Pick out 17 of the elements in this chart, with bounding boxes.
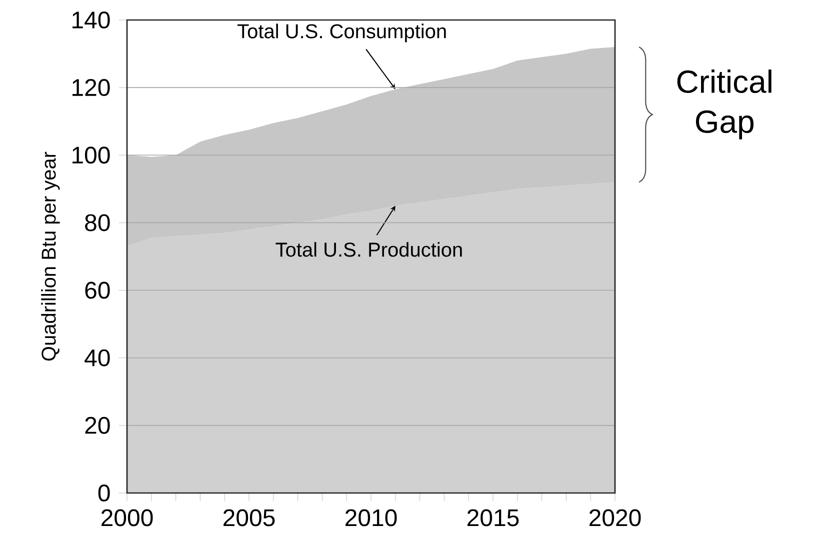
text: Critical Gap bbox=[677, 70, 772, 140]
x-tick-label: 2020 bbox=[590, 509, 641, 526]
y-tick-label: 120 bbox=[72, 79, 110, 96]
y-tick-label: 80 bbox=[85, 214, 110, 232]
x-tick-label: 2015 bbox=[468, 509, 519, 526]
annotation: Total U.S. Production bbox=[276, 242, 462, 257]
y-tick-label: 100 bbox=[72, 146, 110, 164]
y-tick-label: 40 bbox=[84, 349, 110, 366]
y-axis-title: Quadrillion Btu per year bbox=[41, 152, 60, 361]
y-tick-label: 60 bbox=[85, 282, 110, 299]
y-tick-label: 20 bbox=[85, 416, 110, 434]
x-tick-label: 2010 bbox=[346, 509, 397, 526]
y-tick-label: 140 bbox=[72, 11, 110, 28]
x-tick-label: 2000 bbox=[102, 509, 153, 526]
x-tick-label: 2005 bbox=[224, 509, 275, 526]
annotation: Total U.S. Consumption bbox=[237, 24, 446, 42]
y-tick-label: 0 bbox=[98, 484, 110, 502]
